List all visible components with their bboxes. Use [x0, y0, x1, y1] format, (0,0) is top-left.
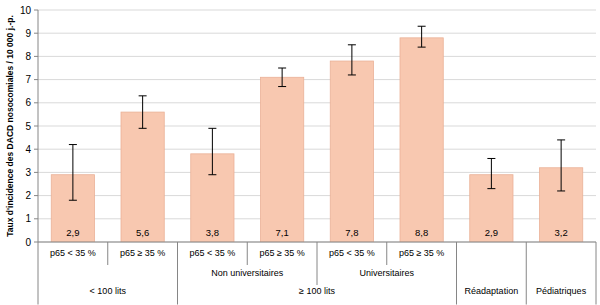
y-tick	[34, 149, 38, 150]
grid-line	[38, 56, 596, 57]
bar	[261, 77, 304, 242]
grid	[38, 10, 596, 242]
y-axis-label: Taux d'incidence des DACD nosocomiales /…	[5, 15, 15, 237]
x-tick-label: p65 ≥ 35 %	[120, 248, 165, 258]
data-label: 3,2	[555, 227, 568, 238]
y-tick-label: 3	[25, 167, 31, 178]
y-tick-label: 5	[25, 121, 31, 132]
y-tick	[34, 242, 38, 243]
bar	[121, 112, 164, 242]
grid-line	[38, 33, 596, 34]
error-bar	[348, 45, 356, 75]
category-separator	[596, 242, 597, 305]
category-group-label: Réadaptation	[465, 286, 519, 296]
error-bar	[557, 140, 565, 191]
category-separator	[456, 242, 457, 305]
y-tick	[34, 102, 38, 103]
bar	[400, 38, 443, 242]
y-tick	[34, 126, 38, 127]
y-tick	[34, 218, 38, 219]
grid-line	[38, 10, 596, 11]
category-separator	[107, 242, 108, 265]
bar	[330, 61, 373, 242]
x-tick-label: p65 < 35 %	[189, 248, 235, 258]
error-bar	[278, 68, 286, 87]
error-bar	[418, 26, 426, 47]
y-tick-label: 8	[25, 51, 31, 62]
x-tick-label: p65 ≥ 35 %	[399, 248, 444, 258]
category-separator	[38, 242, 39, 305]
chart: 0 1 2 3 4 5 6 7 8 9 10 Taux d'incidence des DACD no…	[0, 0, 600, 305]
category-separator	[386, 242, 387, 265]
y-tick-label: 2	[25, 190, 31, 201]
category-separator	[526, 242, 527, 305]
data-label: 7,1	[276, 227, 289, 238]
x-tick-label: p65 < 35 %	[329, 248, 375, 258]
data-label: 2,9	[485, 227, 498, 238]
y-axis	[38, 10, 39, 242]
y-tick-label: 4	[25, 144, 31, 155]
y-tick	[34, 195, 38, 196]
y-tick-label: 7	[25, 74, 31, 85]
y-tick-label: 6	[25, 97, 31, 108]
category-group-label: Non universitaires	[211, 268, 284, 278]
error-bar	[69, 145, 77, 201]
data-label: 3,8	[206, 227, 219, 238]
x-tick-label: p65 < 35 %	[50, 248, 96, 258]
y-tick	[34, 79, 38, 80]
category-separator	[317, 242, 318, 285]
chart-container: 0 1 2 3 4 5 6 7 8 9 10 Taux d'incidence des DACD no…	[0, 0, 600, 305]
y-tick	[34, 56, 38, 57]
category-group-label: ≥ 100 lits	[299, 286, 335, 296]
y-tick-label: 1	[25, 213, 31, 224]
data-label: 8,8	[415, 227, 428, 238]
data-label: 7,8	[345, 227, 358, 238]
grid-line	[38, 79, 596, 80]
category-group-label: Pédiatriques	[536, 286, 587, 296]
y-tick	[34, 10, 38, 11]
data-label: 2,9	[66, 227, 79, 238]
category-separator	[177, 242, 178, 305]
grid-line	[38, 102, 596, 103]
data-label: 5,6	[136, 227, 149, 238]
error-bars	[69, 26, 565, 200]
y-tick-label: 10	[20, 5, 32, 16]
category-group-label: < 100 lits	[90, 286, 127, 296]
error-bar	[208, 128, 216, 174]
x-tick-label: p65 ≥ 35 %	[259, 248, 304, 258]
y-tick	[34, 172, 38, 173]
y-tick-label: 0	[25, 237, 31, 248]
category-group-label: Universitaires	[359, 268, 414, 278]
error-bar	[139, 96, 147, 128]
y-tick	[34, 33, 38, 34]
bars	[51, 38, 582, 242]
category-separator	[247, 242, 248, 265]
error-bar	[487, 158, 495, 188]
y-tick-label: 9	[25, 28, 31, 39]
